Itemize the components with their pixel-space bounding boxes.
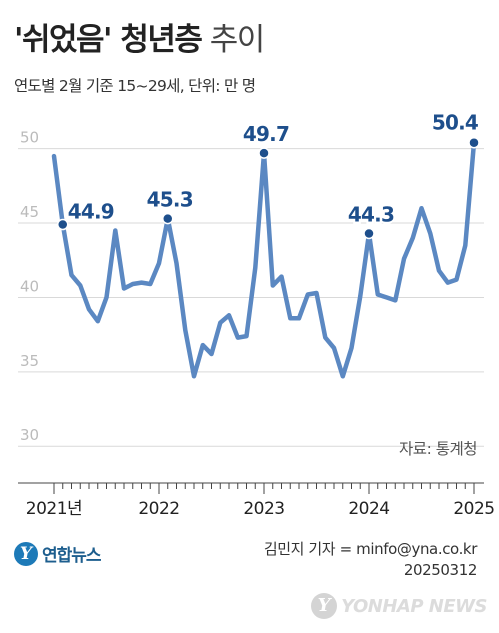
data-point: [57, 218, 69, 231]
x-tick-label: 2021년: [26, 499, 82, 519]
logo-text: 연합뉴스: [42, 546, 102, 566]
source-note: 자료: 통계청: [399, 440, 477, 458]
y-tick-label: 30: [20, 426, 39, 444]
data-point: [468, 136, 480, 149]
y-tick-label: 35: [20, 352, 39, 370]
yonhap-logo: Y 연합뉴스: [14, 541, 102, 566]
watermark-text: YONHAP NEWS: [341, 595, 487, 617]
y-tick-label: 45: [20, 203, 39, 221]
data-label: 44.9: [68, 200, 114, 224]
chart-subtitle: 연도별 2월 기준 15~29세, 단위: 만 명: [14, 77, 256, 95]
page-title: '쉬었음' 청년층 추이: [14, 14, 266, 59]
watermark: Y YONHAP NEWS: [311, 593, 487, 619]
data-label: 50.4: [432, 111, 478, 135]
y-tick-label: 40: [20, 277, 39, 295]
data-label: 44.3: [348, 202, 394, 226]
logo-icon: Y: [14, 541, 38, 566]
title-suffix: 추이: [209, 22, 266, 58]
x-tick-label: 2025: [453, 499, 494, 519]
watermark-icon: Y: [311, 593, 338, 619]
y-tick-label: 50: [20, 129, 39, 147]
credit-block: 김민지 기자 = minfo@yna.co.kr 20250312: [263, 539, 478, 581]
title-main: '쉬었음' 청년층: [14, 22, 203, 58]
series-line: [51, 140, 477, 379]
data-point: [258, 147, 270, 159]
data-label: 49.7: [243, 122, 289, 146]
data-point: [363, 227, 375, 240]
data-point: [162, 212, 174, 225]
x-tick-label: 2024: [348, 499, 389, 519]
x-tick-label: 2022: [138, 499, 179, 519]
credit-date: 20250312: [403, 561, 478, 579]
data-label: 45.3: [147, 188, 193, 212]
credit-reporter: 김민지 기자 = minfo@yna.co.kr: [263, 540, 478, 558]
x-tick-label: 2023: [243, 499, 284, 519]
